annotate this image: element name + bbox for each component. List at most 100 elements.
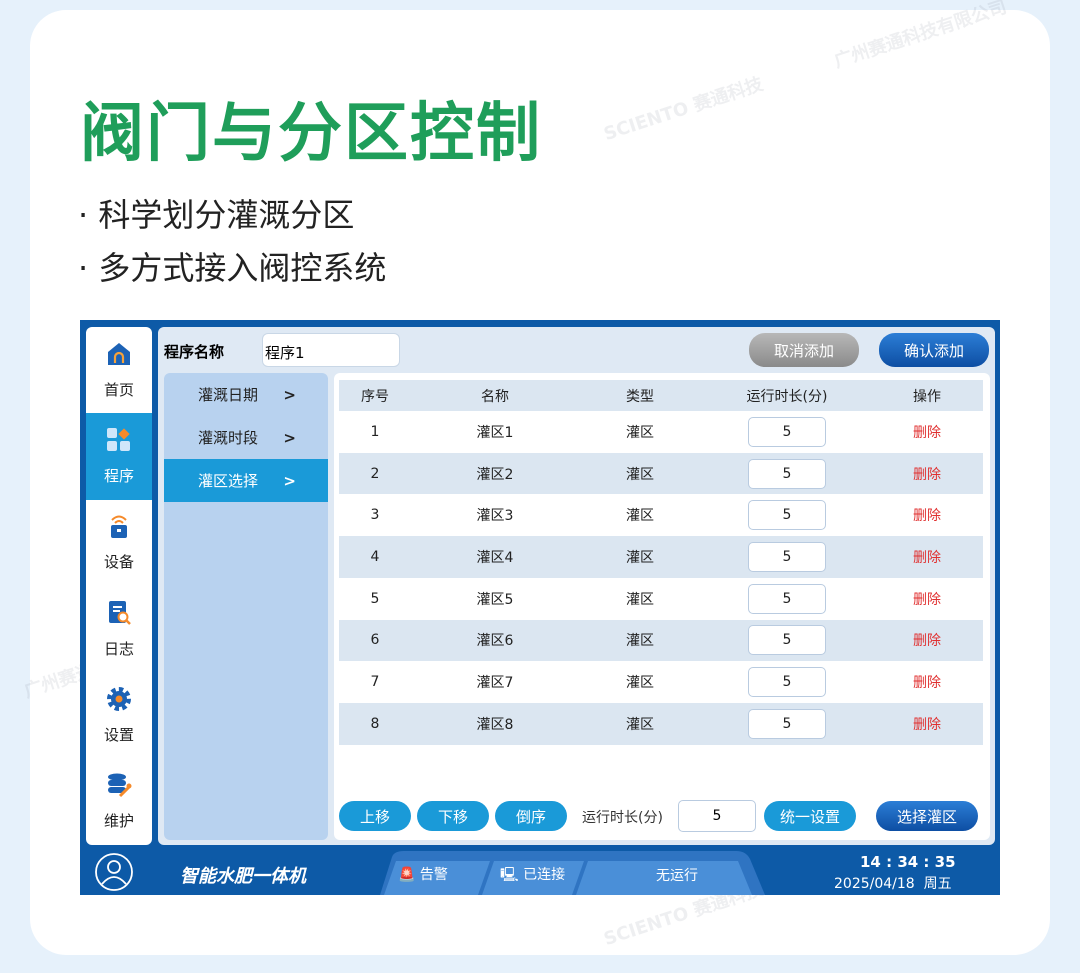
submenu-item[interactable]: 灌区选择 > — [164, 459, 328, 502]
alarm-light-icon: 🚨 — [398, 867, 416, 883]
cell-name: 灌区1 — [476, 424, 514, 441]
table-row: 3 灌区3 灌区 5 删除 — [339, 494, 983, 536]
submenu-item[interactable]: 灌溉日期 > — [164, 373, 328, 416]
sidebar-item-label: 程序 — [103, 466, 134, 485]
duration-input[interactable]: 5 — [748, 708, 826, 739]
cell-name: 灌区2 — [476, 466, 514, 483]
sidebar-item-label: 设置 — [103, 725, 134, 744]
submenu-item[interactable]: 灌溉时段 > — [164, 416, 328, 459]
device-wifi-icon — [106, 513, 132, 543]
submenu-label: 灌区选择 — [198, 472, 259, 490]
main-area: 程序名称 程序1 取消添加 确认添加 灌溉日期 > 灌溉时段 > 灌区选择 > 上移 下移… — [158, 327, 995, 845]
table-row: 2 灌区2 灌区 5 删除 — [339, 452, 983, 495]
duration-input[interactable]: 5 — [748, 625, 826, 656]
cell-name: 灌区4 — [476, 549, 514, 566]
sidebar-item[interactable]: 首页 — [86, 327, 152, 413]
log-search-icon — [106, 600, 132, 630]
bullet-item: · 多方式接入阀控系统 — [78, 249, 387, 287]
delete-button[interactable]: 删除 — [913, 675, 941, 692]
sidebar-item-label: 设备 — [103, 553, 134, 572]
duration-input[interactable]: 5 — [748, 458, 826, 489]
move-up-button[interactable]: 上移 — [339, 801, 411, 831]
sidebar-item[interactable]: 程序 — [86, 413, 152, 500]
duration-label: 运行时长(分) — [582, 810, 663, 826]
sidebar-item-label: 日志 — [103, 639, 134, 658]
cell-no: 8 — [370, 715, 380, 732]
delete-button[interactable]: 删除 — [913, 633, 941, 650]
delete-button[interactable]: 删除 — [913, 466, 941, 483]
cell-name: 灌区6 — [476, 633, 514, 650]
program-name-label: 程序名称 — [164, 343, 225, 361]
page-title: 阀门与分区控制 — [80, 97, 542, 171]
program-grid-icon — [106, 427, 132, 457]
duration-input[interactable]: 5 — [748, 583, 826, 614]
duration-input[interactable]: 5 — [748, 416, 826, 447]
apply-all-button[interactable]: 统一设置 — [764, 801, 856, 831]
cell-no: 7 — [370, 674, 380, 691]
submenu: 灌溉日期 > 灌溉时段 > 灌区选择 > — [164, 373, 328, 840]
confirm-add-button[interactable]: 确认添加 — [879, 333, 989, 367]
device-screen: 首页 程序 设备 日志 设置 维护 程序名称 程序1 取消添加 确认添加 灌溉日期 > 灌溉时… — [80, 320, 1000, 895]
cell-type: 灌区 — [626, 633, 654, 650]
sidebar-item[interactable]: 设备 — [86, 500, 152, 586]
app-name: 智能水肥一体机 — [180, 866, 306, 887]
duration-input[interactable]: 5 — [678, 800, 756, 832]
delete-button[interactable]: 删除 — [913, 716, 941, 733]
cancel-add-button[interactable]: 取消添加 — [749, 333, 859, 367]
column-header: 运行时长(分) — [746, 388, 828, 405]
cell-type: 灌区 — [626, 716, 654, 733]
column-header: 类型 — [626, 388, 654, 405]
sidebar-item[interactable]: 设置 — [86, 672, 152, 758]
select-zone-button[interactable]: 选择灌区 — [876, 801, 978, 831]
table-row: 1 灌区1 灌区 5 删除 — [339, 411, 983, 453]
duration-input[interactable]: 5 — [748, 667, 826, 698]
gear-icon — [106, 686, 132, 716]
database-wrench-icon — [106, 772, 132, 802]
sidebar-item-label: 首页 — [103, 380, 134, 399]
cell-name: 灌区8 — [476, 716, 514, 733]
chevron-right-icon: > — [283, 471, 296, 490]
submenu-label: 灌溉日期 — [198, 386, 259, 404]
chevron-right-icon: > — [283, 428, 296, 447]
cell-type: 灌区 — [626, 591, 654, 608]
status-bar: 智能水肥一体机 🚨 告警 🖳 已连接 无运行 14 : 34 : 35 2025… — [80, 848, 1000, 895]
table-row: 5 灌区5 灌区 5 删除 — [339, 578, 983, 620]
move-down-button[interactable]: 下移 — [417, 801, 489, 831]
zone-table: 上移 下移 倒序 运行时长(分) 5 统一设置 选择灌区 序号 名称 类型 运行时长(… — [334, 373, 990, 840]
connection-status[interactable]: 🖳 已连接 — [500, 867, 566, 883]
cell-no: 5 — [370, 590, 380, 607]
clock-date: 2025/04/18 周五 — [834, 876, 952, 892]
cell-name: 灌区3 — [476, 508, 514, 525]
reverse-button[interactable]: 倒序 — [495, 801, 567, 831]
cell-type: 灌区 — [626, 424, 654, 441]
status-tabs-bg — [380, 851, 765, 895]
delete-button[interactable]: 删除 — [913, 549, 941, 566]
delete-button[interactable]: 删除 — [913, 591, 941, 608]
chevron-right-icon: > — [283, 385, 296, 404]
sidebar-item[interactable]: 维护 — [86, 758, 152, 844]
cell-type: 灌区 — [626, 508, 654, 525]
sidebar: 首页程序设备日志设置维护 — [86, 327, 152, 845]
clock-time: 14 : 34 : 35 — [860, 853, 956, 871]
cell-no: 6 — [370, 632, 380, 649]
cell-type: 灌区 — [626, 675, 654, 692]
table-header: 序号 名称 类型 运行时长(分) 操作 — [339, 380, 983, 411]
bullet-item: · 科学划分灌溉分区 — [78, 196, 355, 234]
delete-button[interactable]: 删除 — [913, 424, 941, 441]
submenu-label: 灌溉时段 — [198, 429, 259, 447]
sidebar-item[interactable]: 日志 — [86, 586, 152, 672]
table-row: 6 灌区6 灌区 5 删除 — [339, 619, 983, 662]
user-avatar-icon[interactable] — [94, 852, 134, 892]
alarm-status[interactable]: 🚨 告警 — [398, 867, 448, 883]
table-row: 8 灌区8 灌区 5 删除 — [339, 702, 983, 745]
table-row: 4 灌区4 灌区 5 删除 — [339, 536, 983, 578]
duration-input[interactable]: 5 — [748, 500, 826, 531]
duration-input[interactable]: 5 — [748, 541, 826, 572]
delete-button[interactable]: 删除 — [913, 508, 941, 525]
sidebar-item-label: 维护 — [103, 812, 134, 831]
column-header: 操作 — [913, 388, 941, 405]
cell-no: 3 — [370, 507, 380, 524]
program-name-input[interactable]: 程序1 — [262, 333, 400, 367]
cell-no: 1 — [370, 423, 380, 440]
home-icon — [106, 341, 132, 371]
